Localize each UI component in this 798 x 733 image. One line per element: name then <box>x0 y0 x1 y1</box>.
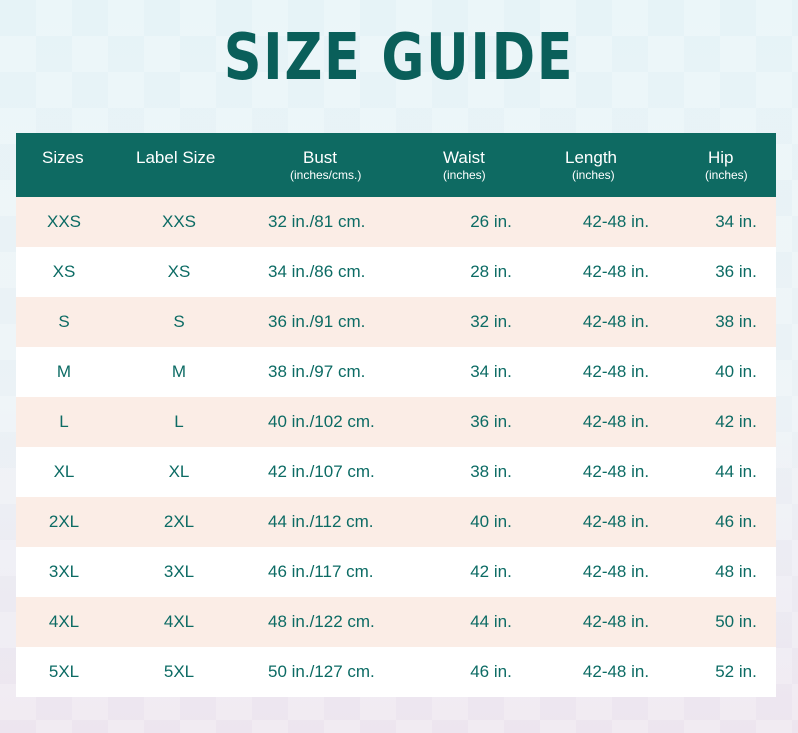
table-cell: XS <box>167 262 191 281</box>
table-cell: 5XL <box>48 662 80 681</box>
table-cell: 42-48 in. <box>582 612 650 631</box>
table-cell: 42 in. <box>470 562 512 581</box>
header-sizes: Sizes <box>16 133 112 197</box>
table-cell: XL <box>53 462 75 481</box>
table-cell: 36 in./91 cm. <box>268 312 366 331</box>
header-label: Waist <box>443 148 485 167</box>
table-cell: 38 in./97 cm. <box>268 362 366 381</box>
table-cell: 40 in. <box>715 362 757 381</box>
table-cell: L <box>174 412 184 431</box>
table-cell: 44 in. <box>470 612 512 631</box>
table-cell: 34 in. <box>715 212 757 231</box>
table-cell: L <box>59 412 69 431</box>
table-cell: 32 in. <box>470 312 512 331</box>
table-cell: 48 in. <box>715 562 757 581</box>
table-cell: 42 in. <box>715 412 757 431</box>
page-title: SIZE GUIDE <box>223 21 575 95</box>
header-sublabel: (inches) <box>705 168 748 182</box>
table-cell: 46 in./117 cm. <box>268 562 374 581</box>
table-cell: 32 in./81 cm. <box>268 212 366 231</box>
table-cell: 42-48 in. <box>582 312 650 331</box>
header-sublabel: (inches) <box>443 168 486 182</box>
table-cell: 42-48 in. <box>582 362 650 381</box>
header-label: Hip <box>708 148 734 167</box>
table-cell: 42-48 in. <box>582 512 650 531</box>
table-cell: 50 in. <box>715 612 757 631</box>
table-cell: M <box>56 362 72 381</box>
table-cell: S <box>58 312 70 331</box>
size-table: Sizes Label Size Bust (inches/cms.) Wais… <box>16 133 776 697</box>
table-cell: XXS <box>46 212 82 231</box>
table-cell: S <box>173 312 185 331</box>
table-cell: 2XL <box>48 512 80 531</box>
table-cell: XL <box>168 462 190 481</box>
header-length: Length (inches) <box>536 133 696 197</box>
table-cell: M <box>171 362 187 381</box>
table-row: 2XL 2XL 44 in./112 cm. 40 in. 42-48 in. 46 in… <box>16 497 776 547</box>
table-cell: 42-48 in. <box>582 262 650 281</box>
table-cell: 42-48 in. <box>582 662 650 681</box>
header-hip: Hip (inches) <box>696 133 776 197</box>
table-row: XXS XXS 32 in./81 cm. 26 in. 42-48 in. 34 in. <box>16 197 776 247</box>
table-cell: 46 in. <box>715 512 757 531</box>
table-cell: 36 in. <box>470 412 512 431</box>
table-cell: 2XL <box>163 512 195 531</box>
header-waist: Waist (inches) <box>443 133 536 197</box>
table-cell: 52 in. <box>715 662 757 681</box>
table-cell: 3XL <box>163 562 195 581</box>
table-cell: XXS <box>161 212 197 231</box>
header-label: Length <box>565 148 617 167</box>
table-cell: 3XL <box>48 562 80 581</box>
table-row: 4XL 4XL 48 in./122 cm. 44 in. 42-48 in. 50 in… <box>16 597 776 647</box>
table-row: XL XL 42 in./107 cm. 38 in. 42-48 in. 44 in. <box>16 447 776 497</box>
table-cell: 38 in. <box>715 312 757 331</box>
table-cell: 48 in./122 cm. <box>268 612 375 631</box>
table-row: M M 38 in./97 cm. 34 in. 42-48 in. 40 in. <box>16 347 776 397</box>
table-cell: 40 in. <box>470 512 512 531</box>
header-label: Sizes <box>42 148 84 167</box>
table-cell: 44 in./112 cm. <box>268 512 374 531</box>
table-cell: 34 in. <box>470 362 512 381</box>
table-cell: 26 in. <box>470 212 512 231</box>
table-cell: 4XL <box>48 612 80 631</box>
table-row: 5XL 5XL 50 in./127 cm. 46 in. 42-48 in. 52 in… <box>16 647 776 697</box>
table-cell: 4XL <box>163 612 195 631</box>
header-label: Label Size <box>136 148 216 167</box>
header-bust: Bust (inches/cms.) <box>246 133 446 197</box>
table-row: XS XS 34 in./86 cm. 28 in. 42-48 in. 36 in. <box>16 247 776 297</box>
table-cell: 5XL <box>163 662 195 681</box>
table-cell: 28 in. <box>470 262 512 281</box>
table-row: S S 36 in./91 cm. 32 in. 42-48 in. 38 in. <box>16 297 776 347</box>
table-cell: 40 in./102 cm. <box>268 412 375 431</box>
table-cell: 50 in./127 cm. <box>268 662 375 681</box>
table-cell: 46 in. <box>470 662 512 681</box>
table-cell: 42-48 in. <box>582 462 650 481</box>
table-header: Sizes Label Size Bust (inches/cms.) Wais… <box>16 133 776 197</box>
header-label-size: Label Size <box>112 133 246 197</box>
header-sublabel: (inches/cms.) <box>290 168 362 182</box>
table-cell: 34 in./86 cm. <box>268 262 366 281</box>
table-cell: 42 in./107 cm. <box>268 462 375 481</box>
table-cell: 36 in. <box>715 262 757 281</box>
table-cell: 38 in. <box>470 462 512 481</box>
table-row: L L 40 in./102 cm. 36 in. 42-48 in. 42 in. <box>16 397 776 447</box>
header-label: Bust <box>303 148 338 167</box>
table-cell: 44 in. <box>715 462 757 481</box>
table-body: XXS XXS 32 in./81 cm. 26 in. 42-48 in. 34 in.… <box>16 197 776 697</box>
table-cell: 42-48 in. <box>582 212 650 231</box>
header-sublabel: (inches) <box>572 168 615 182</box>
table-cell: XS <box>52 262 76 281</box>
table-cell: 42-48 in. <box>582 412 650 431</box>
table-row: 3XL 3XL 46 in./117 cm. 42 in. 42-48 in. 48 in… <box>16 547 776 597</box>
table-cell: 42-48 in. <box>582 562 650 581</box>
